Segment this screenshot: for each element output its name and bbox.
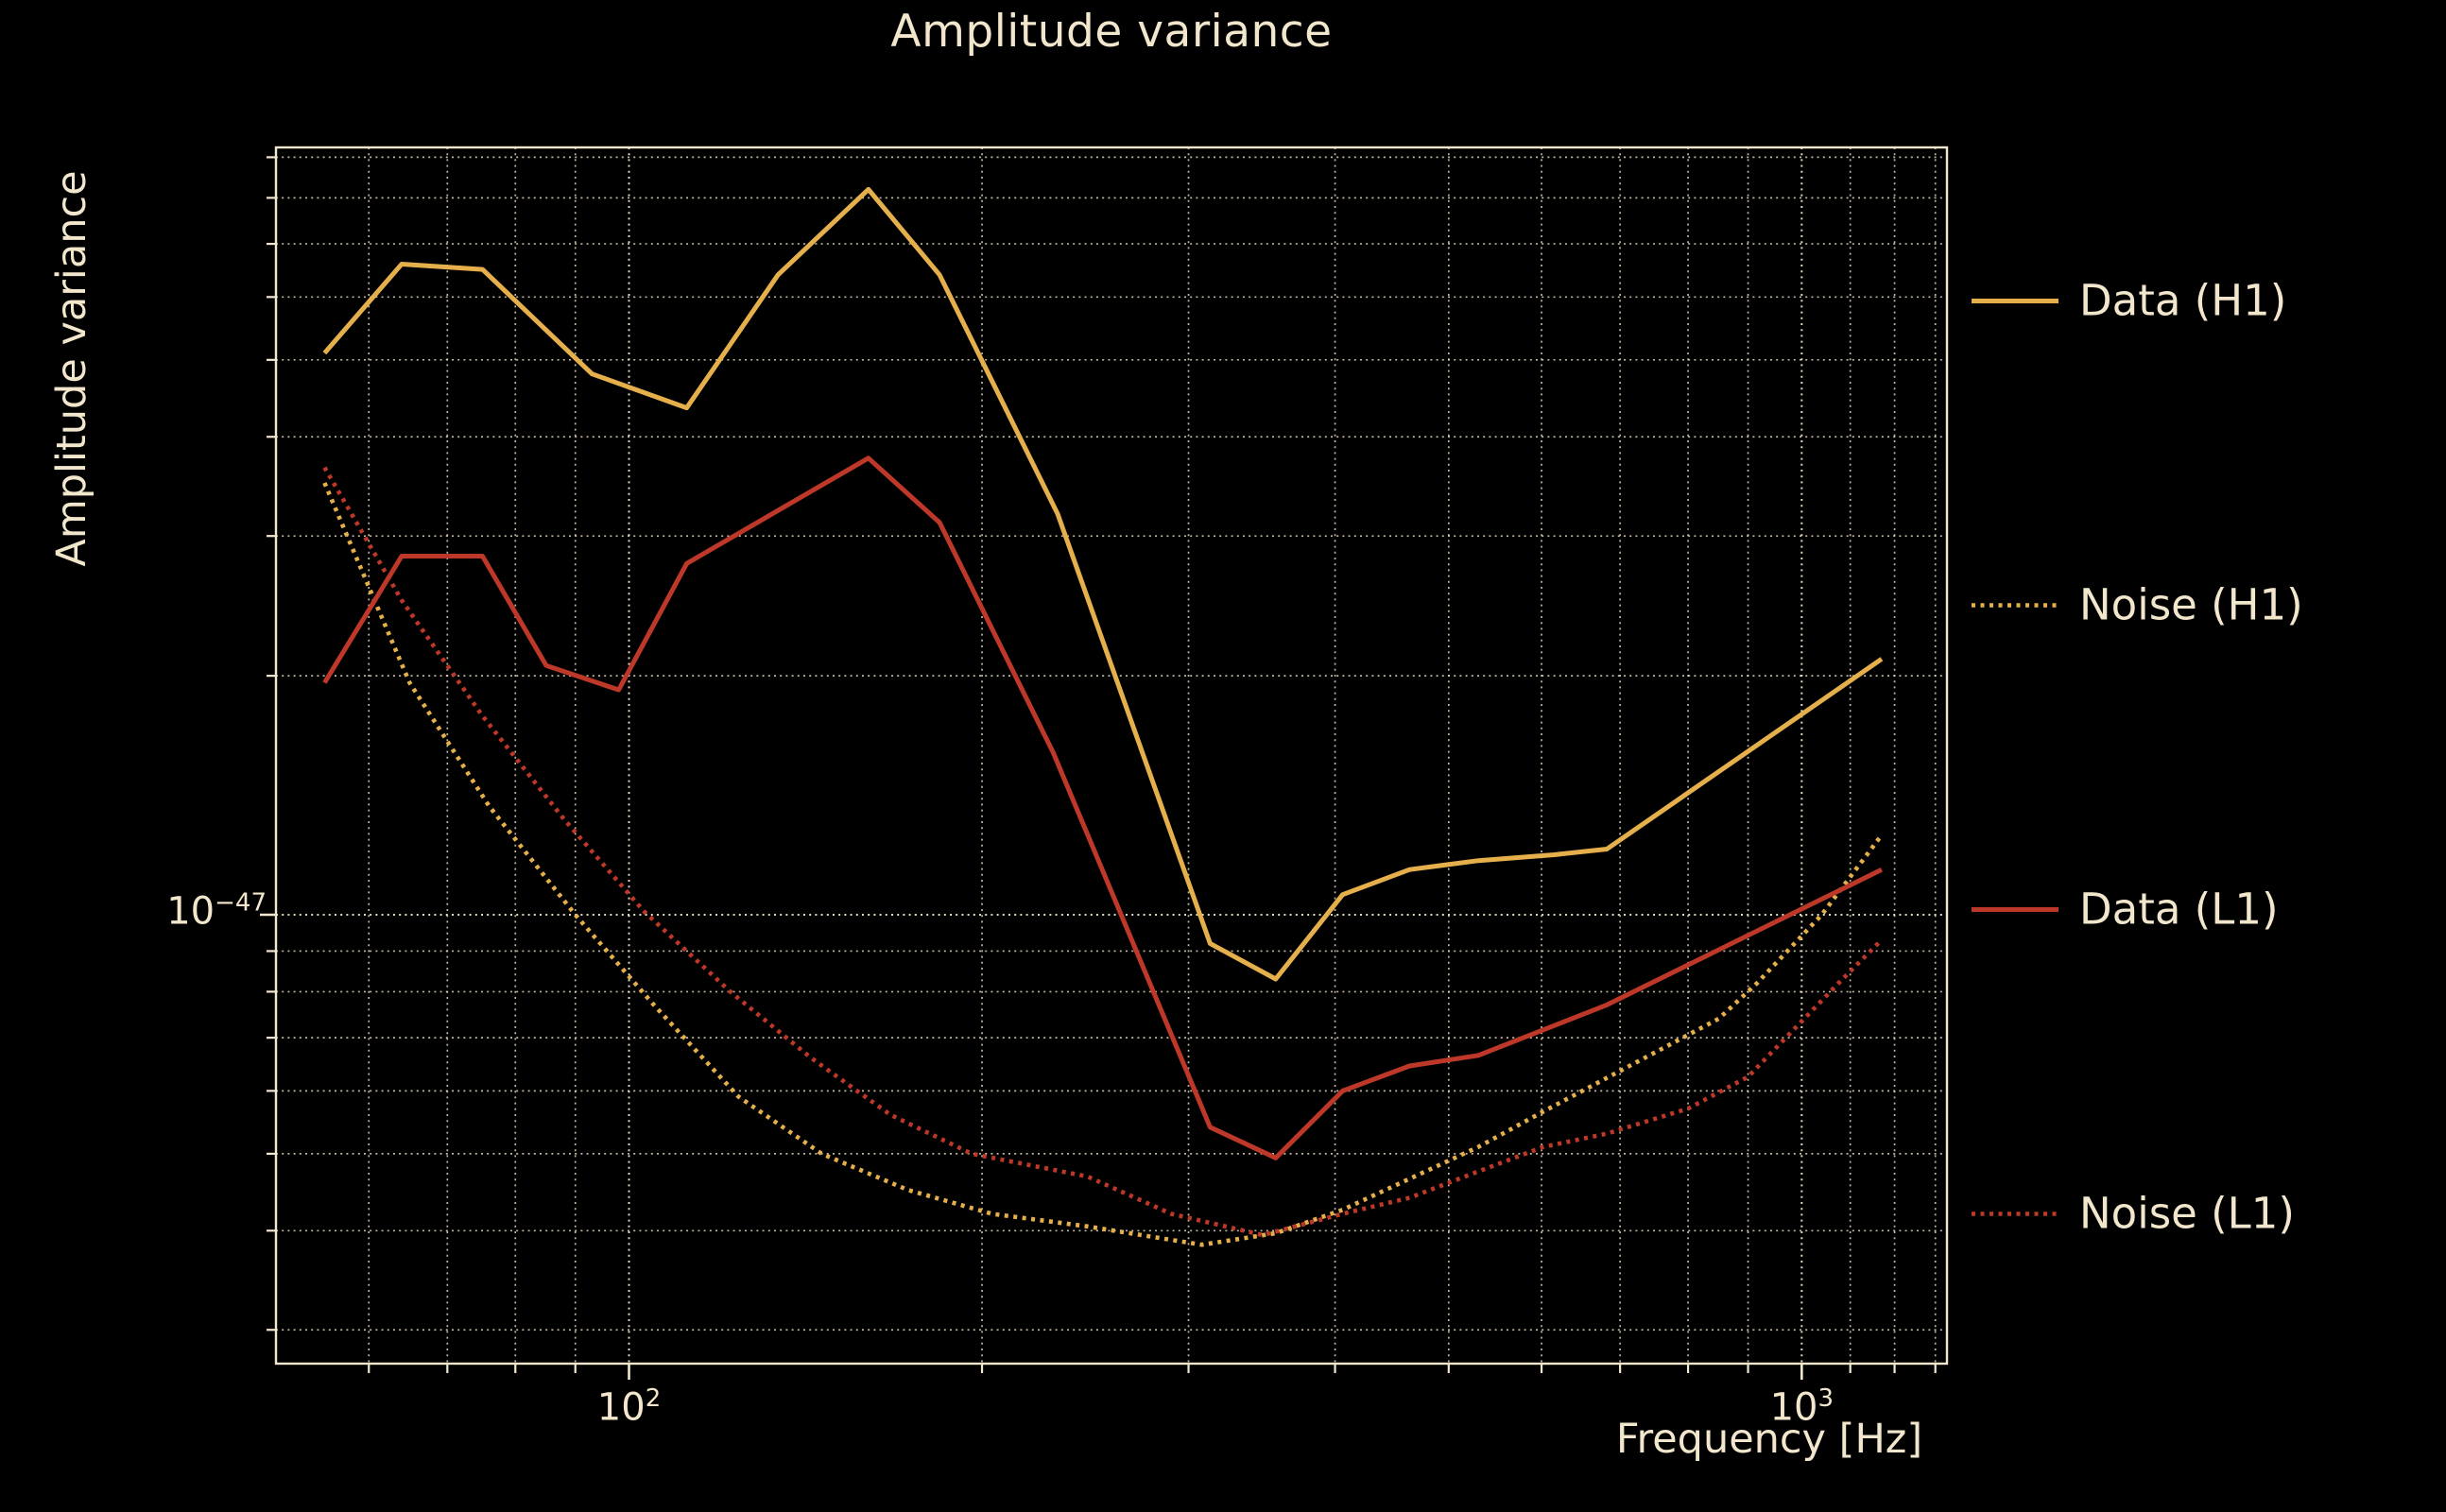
legend-item-label: Noise (H1) <box>2079 579 2303 630</box>
series-line-data_h1 <box>322 186 1884 982</box>
legend-sample-line-dotted <box>1972 602 2058 608</box>
legend-sample-line-solid <box>1972 298 2058 303</box>
x-tick-label-100: 102 <box>597 1384 661 1429</box>
legend-item-label: Data (H1) <box>2079 275 2287 326</box>
series-line-noise_l1 <box>322 466 1884 1238</box>
tick-label-exponent: 3 <box>1817 1384 1834 1413</box>
series-line-data_l1 <box>322 455 1884 1160</box>
y-axis-label: Amplitude variance <box>48 170 95 567</box>
tick-label-exponent: 2 <box>645 1384 662 1413</box>
axes-spines <box>274 146 1949 1366</box>
legend-item-label: Noise (L1) <box>2079 1188 2295 1239</box>
legend-item-label: Data (L1) <box>2079 884 2279 935</box>
x-tick-label-1000: 103 <box>1770 1384 1834 1429</box>
y-tick-label: 10−47 <box>166 888 267 933</box>
legend-item-noise_l1: Noise (L1) <box>1972 1189 2295 1239</box>
legend-sample-line-solid <box>1972 906 2058 912</box>
tick-label-base: 10 <box>596 1385 646 1430</box>
tick-label-exponent: −47 <box>215 888 267 918</box>
legend-sample-line-dotted <box>1972 1211 2058 1216</box>
legend-item-data_h1: Data (H1) <box>1972 276 2286 326</box>
chart-title: Amplitude variance <box>890 6 1333 58</box>
legend-item-data_l1: Data (L1) <box>1972 885 2279 935</box>
legend: Data (H1) Noise (H1) Data (L1) Noise (L1) <box>1968 0 2446 1512</box>
legend-item-noise_h1: Noise (H1) <box>1972 580 2303 630</box>
tick-label-base: 10 <box>1769 1385 1818 1430</box>
series-line-noise_h1 <box>322 482 1884 1247</box>
tick-label-base: 10 <box>166 889 215 934</box>
x-axis-label: Frequency [Hz] <box>1615 1416 1923 1463</box>
